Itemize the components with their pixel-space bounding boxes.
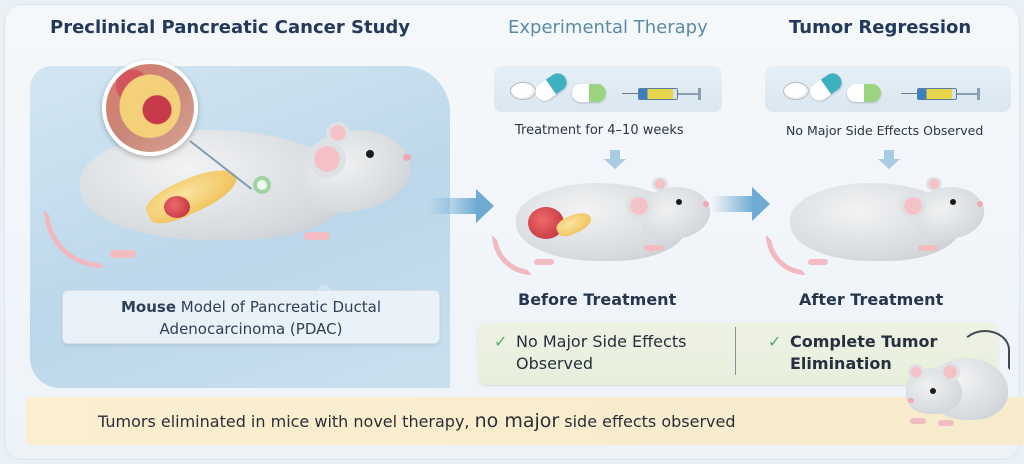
result-line2: Observed [516,354,593,373]
results-divider [735,327,736,375]
before-treatment-mouse [488,175,718,280]
banner-text-part2: side effects observed [559,412,736,431]
after-treatment-mouse [762,175,992,280]
therapy-title: Experimental Therapy [508,17,708,38]
tumor-magnifier-inset [102,60,198,156]
medication-card [494,66,722,112]
syringe-icon [901,88,983,100]
result-line2: Elimination [790,354,892,373]
mouse-model-label: Mouse Model of Pancreatic Ductal Adenoca… [62,290,440,344]
side-effects-caption: No Major Side Effects Observed [786,123,984,138]
capsule-icon [572,84,606,102]
model-label-bold: Mouse [121,298,177,316]
therapy-duration-caption: Treatment for 4–10 weeks [515,123,684,138]
study-title: Preclinical Pancreatic Cancer Study [50,17,410,38]
banner-text-part1: Tumors eliminated in mice with novel the… [98,412,475,431]
tablet-icon [783,82,809,100]
check-icon: ✓ [494,332,508,351]
down-arrow-icon [604,150,626,169]
tumor-location-marker [253,176,271,194]
right-arrow-icon [428,189,494,223]
model-label-line1: Model of Pancreatic Ductal [176,298,381,316]
capsule-icon [806,69,846,105]
down-arrow-icon [878,150,900,169]
capsule-icon [531,69,571,105]
before-treatment-label: Before Treatment [518,290,677,309]
result-line1: Complete Tumor [790,332,938,351]
result-tumor-elimination: ✓ Complete Tumor Elimination [768,331,938,375]
corner-mouse-illustration [900,330,1010,430]
after-treatment-label: After Treatment [799,290,944,309]
banner-emphasis: no major [474,410,560,432]
regression-title: Tumor Regression [789,17,972,38]
right-arrow-icon [712,187,770,221]
result-line1: No Major Side Effects [516,332,687,351]
check-icon: ✓ [768,332,782,351]
result-no-side-effects: ✓ No Major Side Effects Observed [494,331,687,375]
capsule-icon [847,84,881,102]
model-label-line2: Adenocarcinoma (PDAC) [159,320,343,338]
syringe-icon [622,88,704,100]
pdac-mouse-illustration [40,110,420,280]
summary-banner: Tumors eliminated in mice with novel the… [26,397,1024,445]
medication-card [765,66,1011,112]
